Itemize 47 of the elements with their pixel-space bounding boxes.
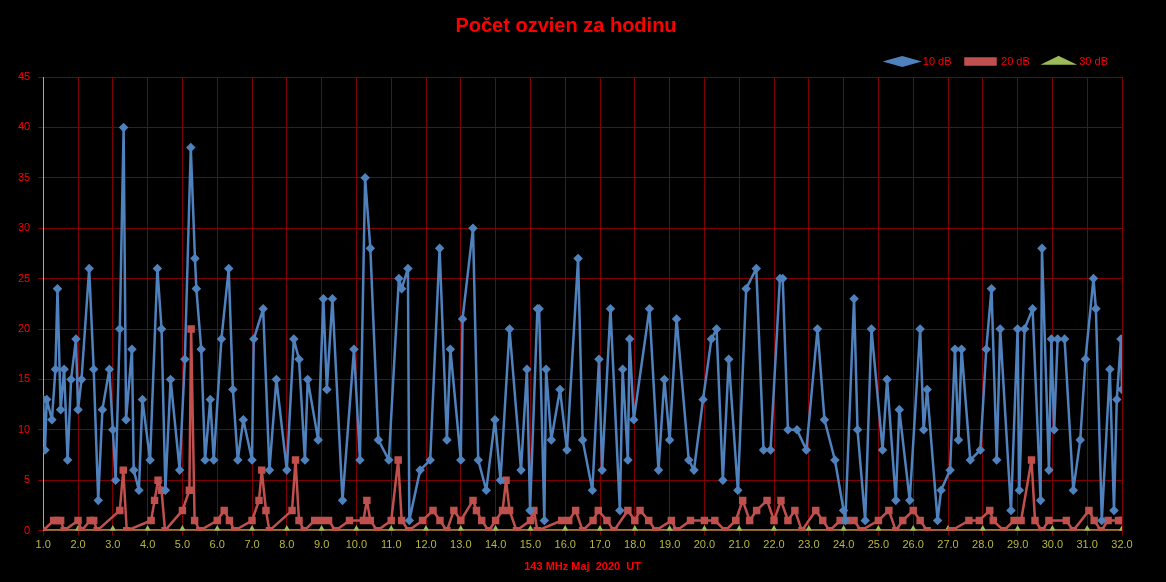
y-tick-label: 25 [17, 271, 31, 284]
x-tick-label: 24.0 [832, 538, 855, 551]
x-tick-label: 30.0 [1041, 538, 1064, 551]
x-tick-label: 32.0 [1111, 538, 1133, 551]
x-tick-label: 26.0 [902, 538, 924, 551]
x-tick-label: 9.0 [313, 538, 330, 551]
x-tick-label: 7.0 [244, 538, 260, 551]
x-tick-label: 23.0 [798, 538, 820, 551]
y-tick-label: 15 [17, 372, 31, 385]
y-tick-label: 10 [17, 422, 31, 435]
x-tick-label: 19.0 [658, 538, 681, 551]
legend-label: 10 dB [922, 54, 952, 67]
x-tick-label: 8.0 [279, 538, 295, 551]
x-tick-label: 21.0 [728, 538, 750, 551]
x-axis-title: 143 MHz Maj 2020 UT [524, 560, 642, 573]
x-tick-label: 1.0 [35, 538, 51, 551]
chart-title: Počet ozvien za hodinu [455, 13, 677, 36]
x-tick-label: 29.0 [1006, 538, 1029, 551]
x-tick-label: 22.0 [763, 538, 785, 551]
x-tick-label: 16.0 [554, 538, 576, 551]
x-tick-label: 12.0 [415, 538, 437, 551]
x-tick-label: 11.0 [380, 538, 402, 551]
x-tick-label: 3.0 [105, 538, 121, 551]
x-tick-label: 10.0 [345, 538, 368, 551]
x-tick-label: 6.0 [209, 538, 225, 551]
x-tick-label: 14.0 [484, 538, 507, 551]
y-tick-label: 45 [17, 70, 31, 83]
x-tick-label: 20.0 [693, 538, 716, 551]
legend-label: 20 dB [1001, 54, 1030, 67]
x-tick-label: 27.0 [937, 538, 959, 551]
x-tick-label: 28.0 [972, 538, 994, 551]
y-tick-label: 30 [17, 221, 31, 234]
x-tick-label: 5.0 [174, 538, 191, 551]
x-tick-label: 4.0 [139, 538, 156, 551]
y-tick-label: 5 [24, 473, 31, 486]
x-tick-label: 25.0 [867, 538, 890, 551]
legend-label: 30 dB [1079, 54, 1108, 67]
y-tick-label: 0 [24, 523, 31, 536]
x-tick-label: 15.0 [519, 538, 542, 551]
x-tick-label: 18.0 [624, 538, 646, 551]
y-tick-label: 35 [17, 170, 31, 183]
x-tick-label: 17.0 [589, 538, 611, 551]
y-tick-label: 20 [17, 322, 31, 335]
x-tick-label: 31.0 [1076, 538, 1098, 551]
x-tick-label: 2.0 [70, 538, 86, 551]
x-tick-label: 13.0 [450, 538, 472, 551]
y-tick-label: 40 [17, 120, 31, 133]
